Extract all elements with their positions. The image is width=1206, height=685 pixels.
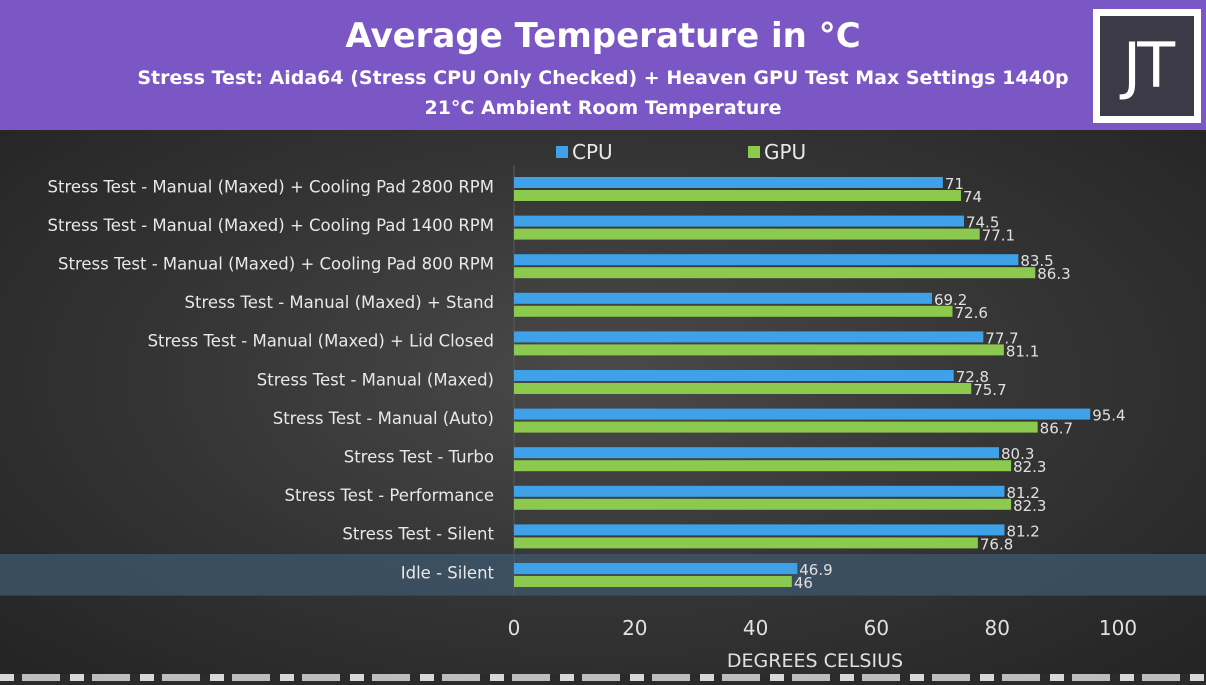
bar-gpu — [514, 576, 792, 587]
category-label: Stress Test - Manual (Maxed) + Cooling P… — [48, 177, 495, 196]
bar-cpu — [514, 331, 984, 343]
bar-gpu — [514, 421, 1038, 433]
bar-cpu — [514, 485, 1005, 497]
bar-cpu — [514, 292, 932, 304]
data-label-cpu: 74.5 — [966, 214, 999, 232]
data-label-gpu: 86.3 — [1037, 265, 1070, 283]
bar-cpu — [514, 408, 1091, 420]
category-label: Stress Test - Manual (Auto) — [273, 409, 494, 428]
data-label-gpu: 46 — [794, 574, 813, 592]
bar-cpu — [514, 215, 964, 227]
data-label-cpu: 71 — [945, 175, 964, 193]
bottom-strip — [0, 674, 1206, 681]
data-label-gpu: 75.7 — [973, 381, 1006, 399]
data-label-cpu: 72.8 — [956, 368, 989, 386]
data-label-gpu: 72.6 — [955, 304, 988, 322]
x-tick-label: 60 — [864, 616, 889, 640]
bar-cpu — [514, 563, 798, 574]
data-label-gpu: 82.3 — [1013, 458, 1046, 476]
legend-label-gpu: GPU — [764, 140, 806, 164]
chart-subtitle-ambient: 21°C Ambient Room Temperature — [424, 97, 782, 119]
bar-gpu — [514, 267, 1036, 279]
brand-logo-text: JT — [1100, 16, 1194, 116]
legend-label-cpu: CPU — [572, 140, 613, 164]
bar-gpu — [514, 305, 953, 317]
bar-cpu — [514, 254, 1019, 266]
x-axis-title: DEGREES CELSIUS — [727, 650, 903, 672]
x-tick-label: 80 — [984, 616, 1009, 640]
data-label-gpu: 74 — [963, 188, 982, 206]
bar-chart: CPU GPU Stress Test - Manual (Maxed) + Coo… — [0, 140, 1206, 672]
category-label: Idle - Silent — [401, 563, 495, 582]
chart-area: CPU GPU Stress Test - Manual (Maxed) + Coo… — [0, 130, 1206, 681]
data-label-gpu: 81.1 — [1006, 342, 1039, 360]
category-label: Stress Test - Manual (Maxed) + Cooling P… — [58, 255, 494, 274]
category-label: Stress Test - Manual (Maxed) + Stand — [185, 293, 495, 312]
highlight-row-band — [0, 554, 1206, 596]
data-label-cpu: 46.9 — [799, 561, 832, 579]
x-tick-label: 0 — [508, 616, 521, 640]
x-tick-label: 40 — [743, 616, 768, 640]
bar-cpu — [514, 524, 1005, 536]
category-label: Stress Test - Turbo — [344, 448, 494, 467]
data-label-gpu: 82.3 — [1013, 497, 1046, 515]
category-label: Stress Test - Manual (Maxed) — [257, 370, 494, 389]
data-label-gpu: 86.7 — [1040, 420, 1073, 438]
x-tick-label: 20 — [622, 616, 647, 640]
chart-title: Average Temperature in °C — [345, 16, 861, 56]
x-tick-label: 100 — [1099, 616, 1137, 640]
data-label-cpu: 83.5 — [1020, 252, 1053, 270]
bar-cpu — [514, 177, 943, 188]
legend-swatch-gpu — [748, 146, 760, 158]
bar-gpu — [514, 344, 1004, 356]
category-label: Stress Test - Silent — [342, 525, 494, 544]
category-label: Stress Test - Manual (Maxed) + Lid Close… — [148, 332, 494, 351]
bar-gpu — [514, 228, 980, 240]
bar-gpu — [514, 190, 961, 201]
bar-gpu — [514, 460, 1012, 472]
header-banner: Average Temperature in °C Stress Test: A… — [0, 0, 1206, 130]
brand-logo: JT — [1093, 9, 1201, 123]
data-label-cpu: 81.2 — [1006, 484, 1039, 502]
legend-swatch-cpu — [556, 146, 568, 158]
data-label-gpu: 77.1 — [982, 227, 1015, 245]
category-label: Stress Test - Manual (Maxed) + Cooling P… — [48, 216, 495, 235]
data-label-cpu: 80.3 — [1001, 445, 1034, 463]
data-label-cpu: 95.4 — [1092, 407, 1125, 425]
data-label-cpu: 69.2 — [934, 291, 967, 309]
bar-cpu — [514, 447, 1000, 459]
bar-gpu — [514, 537, 978, 549]
category-label: Stress Test - Performance — [285, 486, 494, 505]
data-label-gpu: 76.8 — [980, 535, 1013, 553]
data-label-cpu: 77.7 — [985, 329, 1018, 347]
chart-subtitle: Stress Test: Aida64 (Stress CPU Only Che… — [137, 67, 1069, 89]
data-label-cpu: 81.2 — [1006, 522, 1039, 540]
bar-gpu — [514, 383, 972, 394]
bar-gpu — [514, 498, 1012, 510]
bar-cpu — [514, 370, 954, 381]
